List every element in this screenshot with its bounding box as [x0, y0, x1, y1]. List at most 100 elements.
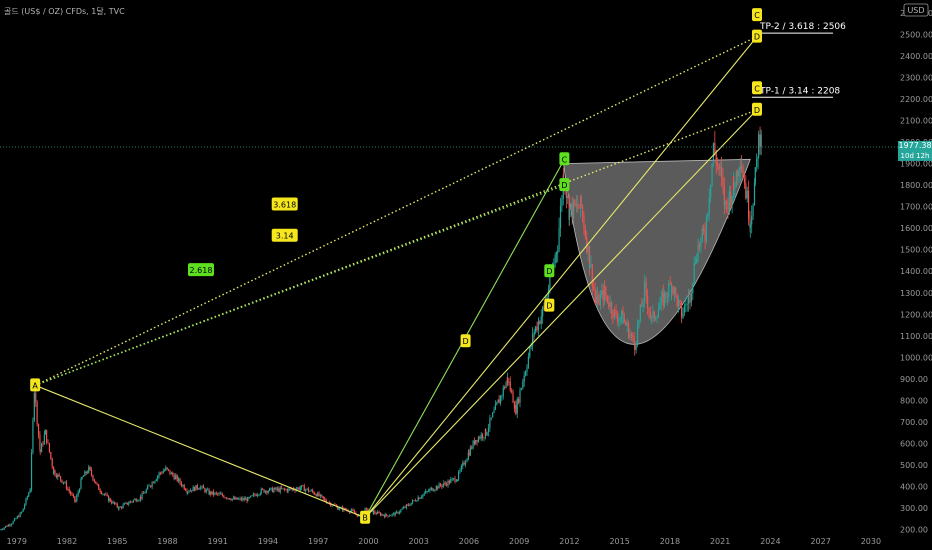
- price-candle: [179, 478, 181, 483]
- price-candle: [489, 418, 491, 428]
- price-candle: [734, 187, 736, 189]
- price-candle: [300, 487, 302, 490]
- price-candle: [641, 305, 643, 307]
- price-candle: [642, 301, 644, 307]
- currency-badge[interactable]: USD: [903, 3, 929, 17]
- price-candle: [238, 498, 240, 500]
- price-series: [0, 126, 762, 531]
- price-candle: [302, 485, 304, 487]
- price-candle: [291, 488, 293, 490]
- price-candle: [258, 494, 260, 496]
- y-tick-label: 1900.00: [900, 160, 932, 169]
- price-candle: [28, 492, 30, 497]
- point-marker: [360, 510, 371, 524]
- price-candle: [650, 316, 653, 318]
- price-candle: [33, 392, 35, 395]
- price-candle: [98, 486, 100, 491]
- price-candle: [298, 487, 300, 490]
- price-candle: [154, 480, 156, 484]
- price-candle: [423, 493, 425, 495]
- price-candle: [583, 215, 585, 230]
- price-candle: [659, 304, 661, 310]
- price-candle: [760, 134, 762, 147]
- price-candle: [321, 494, 323, 497]
- price-candle: [193, 486, 196, 491]
- price-candle: [555, 252, 558, 255]
- price-candle: [738, 169, 740, 177]
- price-candle: [365, 508, 368, 510]
- price-candle: [251, 495, 253, 497]
- price-candle: [409, 505, 411, 507]
- price-candle: [166, 467, 168, 470]
- price-candle: [74, 500, 76, 502]
- price-candle: [131, 501, 133, 503]
- price-candle: [260, 488, 262, 494]
- price-candle: [432, 490, 435, 492]
- price-candle: [520, 388, 523, 391]
- y-tick-label: 1000.00: [900, 353, 932, 362]
- price-candle: [635, 343, 637, 351]
- price-candle: [32, 420, 34, 453]
- price-candle: [459, 470, 461, 472]
- price-candle: [748, 190, 750, 219]
- price-candle: [688, 296, 690, 304]
- y-tick-label: 1500.00: [900, 246, 932, 255]
- price-candle: [537, 321, 540, 331]
- price-candle: [353, 511, 356, 514]
- price-candle: [170, 472, 172, 475]
- price-candle: [581, 205, 584, 216]
- price-candle: [480, 434, 482, 439]
- price-candle: [757, 156, 759, 159]
- x-tick-label: 2021: [710, 537, 730, 546]
- price-candle: [57, 474, 59, 478]
- price-candle: [337, 508, 339, 510]
- price-candle: [741, 166, 743, 170]
- price-candle: [236, 497, 238, 500]
- price-candle: [618, 318, 620, 322]
- price-candle: [606, 295, 608, 303]
- price-candle: [198, 488, 200, 490]
- price-candle: [522, 381, 524, 389]
- price-candle: [636, 325, 639, 344]
- price-candle: [396, 511, 398, 513]
- price-candle: [692, 282, 694, 294]
- symbol-title[interactable]: 골드 (US$ / OZ) CFDs, 1달, TVC: [4, 7, 125, 16]
- price-candle: [732, 176, 735, 189]
- price-candle: [574, 200, 576, 206]
- price-candle: [685, 304, 687, 306]
- fib-line: [364, 109, 758, 519]
- price-candle: [411, 500, 414, 503]
- price-candle: [603, 286, 606, 293]
- price-candle: [186, 490, 188, 493]
- price-candle: [287, 488, 289, 492]
- price-candle: [670, 286, 673, 293]
- price-candle: [50, 452, 52, 459]
- price-candle: [77, 491, 79, 496]
- point-label: C: [562, 155, 568, 164]
- y-tick-label: 1400.00: [900, 267, 932, 276]
- price-candle: [673, 287, 675, 295]
- price-candle: [247, 497, 249, 502]
- price-candle: [178, 478, 180, 481]
- price-candle: [575, 204, 577, 206]
- point-marker: [30, 378, 41, 392]
- price-candle: [561, 199, 563, 207]
- price-candle: [16, 516, 18, 519]
- price-candle: [625, 321, 627, 326]
- price-candle: [427, 491, 430, 492]
- price-candle: [325, 499, 327, 502]
- price-candle: [228, 498, 231, 500]
- ratio-label: 3.618: [273, 200, 296, 209]
- price-candle: [717, 164, 719, 166]
- price-candle: [608, 302, 610, 307]
- price-candle: [509, 381, 511, 391]
- price-candle: [526, 367, 528, 372]
- price-candle: [375, 513, 377, 515]
- price-candle: [381, 514, 383, 516]
- price-candle: [657, 309, 660, 318]
- price-candle: [65, 482, 68, 489]
- price-candle: [712, 143, 715, 149]
- price-candle: [319, 494, 322, 497]
- price-candle: [515, 405, 517, 414]
